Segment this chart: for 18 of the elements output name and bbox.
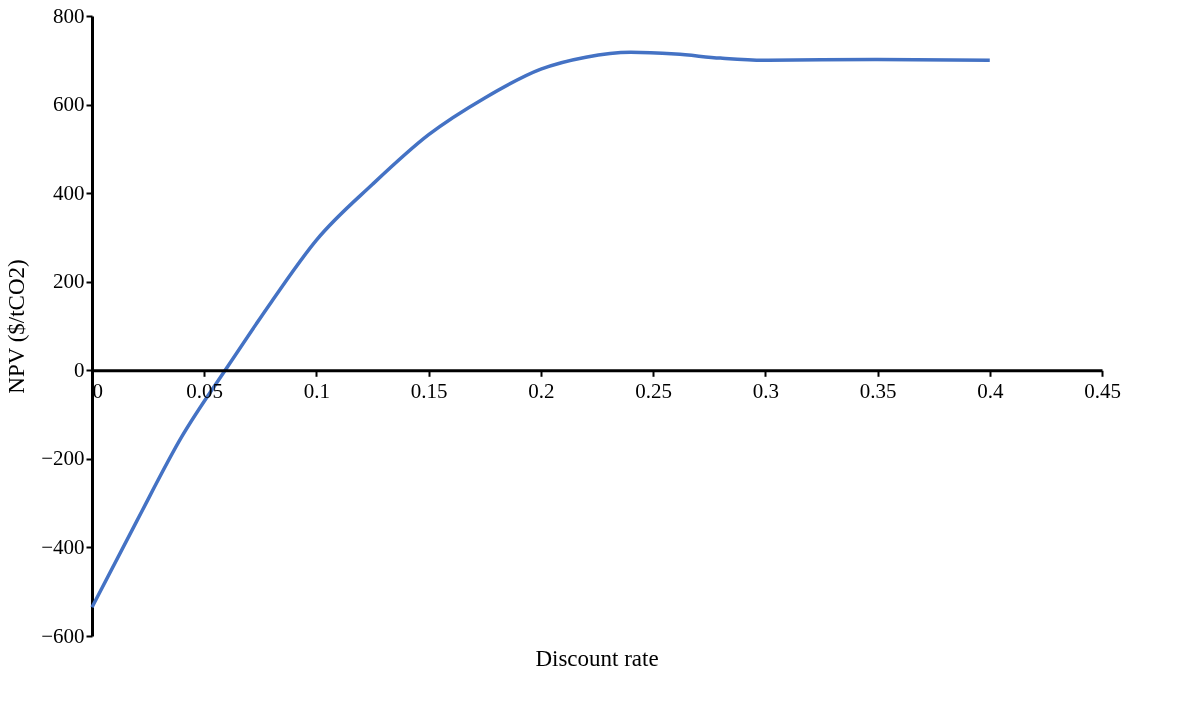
y-tick-label: 400 <box>53 180 85 205</box>
x-tick-label: 0.1 <box>303 378 331 403</box>
x-tick-label: 0.25 <box>635 378 672 403</box>
x-tick-label: 0.3 <box>752 378 779 403</box>
x-tick-label: 0.4 <box>977 378 1004 403</box>
y-tick-label: 600 <box>53 92 85 117</box>
x-tick-label: 0.2 <box>528 378 555 403</box>
y-tick-label: 800 <box>53 3 85 28</box>
y-tick-label: 0 <box>74 357 85 382</box>
y-tick-label: −400 <box>41 534 85 559</box>
x-tick-label: 0.45 <box>1084 378 1121 403</box>
y-tick-label: 200 <box>53 269 85 294</box>
x-tick-label: 0.35 <box>859 378 897 403</box>
x-tick-label: 0.15 <box>410 378 448 403</box>
y-tick-label: −600 <box>41 623 85 648</box>
y-tick-label: −200 <box>41 446 85 471</box>
y-axis-title: NPV ($/tCO2) <box>4 259 30 394</box>
x-axis-title: Discount rate <box>535 646 659 671</box>
